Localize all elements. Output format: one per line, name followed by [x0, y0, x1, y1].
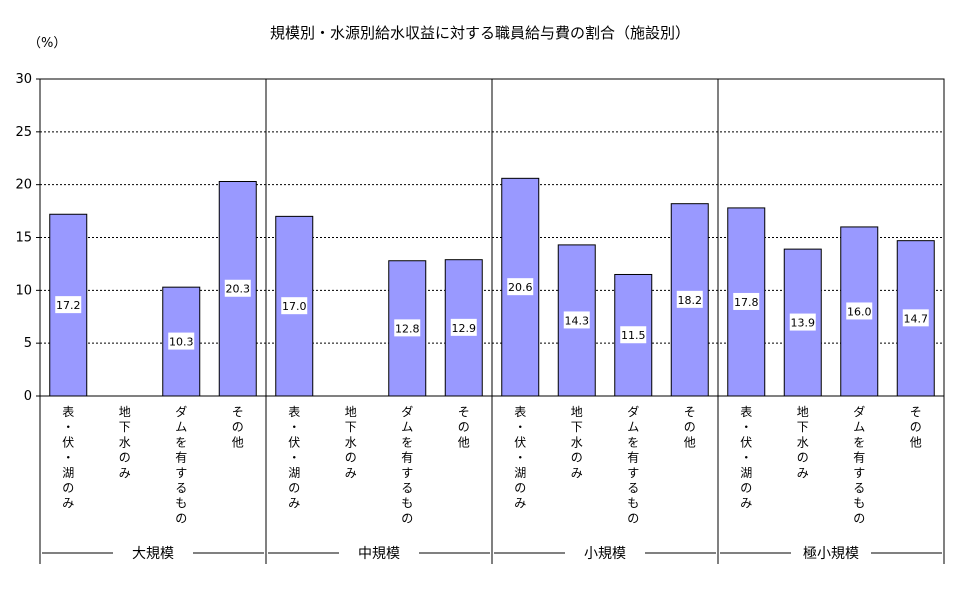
- y-tick-label: 20: [15, 178, 32, 193]
- bar-value-box: [733, 292, 760, 310]
- category-label: 表・伏・湖のみ: [740, 405, 752, 510]
- bar-value-label: 13.9: [791, 317, 816, 330]
- y-tick-label: 10: [15, 283, 32, 298]
- bar-value-box: [902, 309, 929, 327]
- category-label: ダムを有するもの: [401, 404, 413, 525]
- y-tick-label: 0: [24, 389, 32, 404]
- bar-value-label: 17.2: [56, 299, 81, 312]
- bar-value-label: 14.3: [565, 314, 590, 327]
- category-label: その他: [458, 405, 470, 449]
- group-label: 小規模: [584, 546, 626, 562]
- category-label: その他: [232, 405, 244, 449]
- group-label: 大規模: [132, 546, 174, 562]
- bar-value-label: 17.8: [734, 296, 759, 309]
- bar-value-label: 10.3: [169, 336, 194, 349]
- bar-value-box: [620, 326, 647, 344]
- bar-value-label: 17.0: [282, 300, 307, 313]
- category-label: ダムを有するもの: [175, 404, 187, 525]
- bar-value-box: [789, 313, 816, 331]
- category-label: 地下水のみ: [119, 405, 131, 480]
- category-label: 表・伏・湖のみ: [288, 405, 300, 510]
- bar-value-box: [281, 297, 308, 315]
- group-label: 中規模: [358, 546, 400, 562]
- bar-value-label: 14.7: [904, 312, 929, 325]
- bar-value-box: [676, 290, 703, 308]
- bar-value-box: [450, 318, 477, 336]
- category-label: その他: [684, 405, 696, 449]
- category-label: 表・伏・湖のみ: [62, 405, 74, 510]
- y-axis-unit: （%）: [28, 36, 66, 51]
- bar-value-label: 12.9: [452, 322, 477, 335]
- bar-value-box: [507, 278, 534, 296]
- bar-value-box: [168, 332, 195, 350]
- bar-value-label: 20.3: [226, 283, 251, 296]
- y-tick-label: 30: [15, 72, 32, 87]
- bar-value-box: [563, 311, 590, 329]
- chart-title: 規模別・水源別給水収益に対する職員給与費の割合（施設別）: [270, 24, 690, 42]
- bar-value-box: [846, 302, 873, 320]
- bar-value-box: [394, 319, 421, 337]
- y-tick-label: 5: [24, 336, 32, 351]
- bar-value-label: 18.2: [678, 294, 703, 307]
- y-tick-label: 25: [15, 125, 32, 140]
- category-label: 地下水のみ: [571, 405, 583, 480]
- bar-value-label: 16.0: [847, 305, 872, 318]
- category-label: 地下水のみ: [797, 405, 809, 480]
- bar-value-box: [55, 296, 82, 314]
- category-label: ダムを有するもの: [853, 404, 865, 525]
- category-label: その他: [910, 405, 922, 449]
- group-label: 極小規模: [803, 546, 859, 562]
- y-tick-label: 15: [15, 231, 32, 246]
- category-label: ダムを有するもの: [627, 404, 639, 525]
- bar-value-box: [224, 279, 251, 297]
- category-label: 地下水のみ: [345, 405, 357, 480]
- bar-value-label: 11.5: [621, 329, 646, 342]
- category-label: 表・伏・湖のみ: [514, 405, 526, 510]
- bar-value-label: 12.8: [395, 322, 420, 335]
- bar-value-label: 20.6: [508, 281, 533, 294]
